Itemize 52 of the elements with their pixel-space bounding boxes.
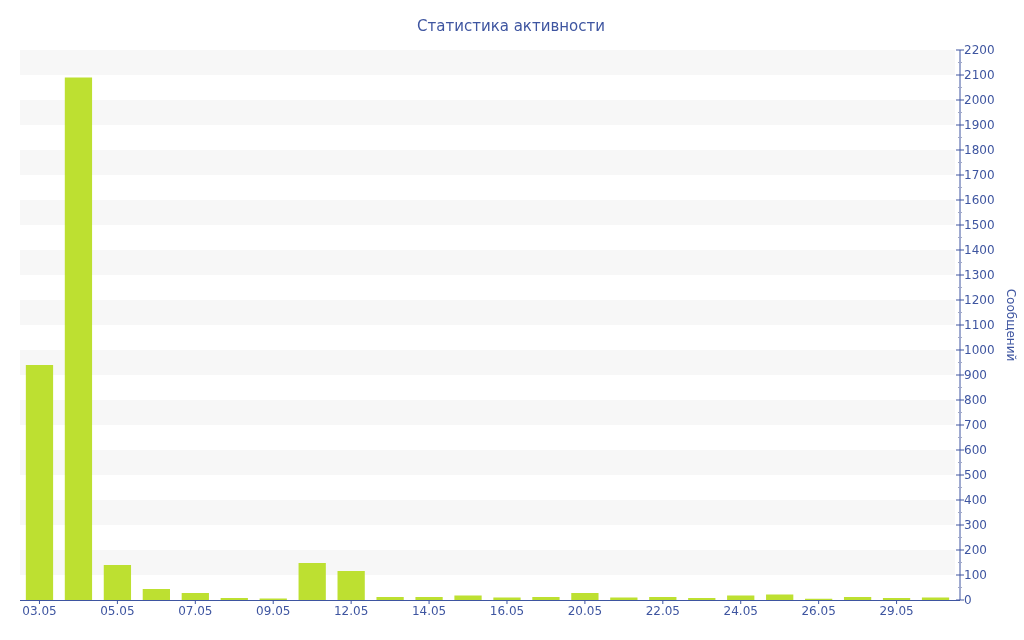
bar (532, 597, 560, 600)
bar (142, 589, 170, 600)
bar (181, 593, 209, 600)
x-tick-label: 07.05 (178, 604, 213, 618)
y-tick-label: 100 (964, 568, 987, 582)
y-tick-label: 1700 (964, 168, 995, 182)
y-tick-label: 1400 (964, 243, 995, 257)
bar (376, 597, 404, 600)
bar (649, 597, 677, 600)
y-tick-label: 1900 (964, 118, 995, 132)
x-tick-label: 26.05 (801, 604, 836, 618)
chart-title: Статистика активности (417, 17, 605, 35)
bar (571, 593, 599, 600)
x-tick-label: 12.05 (333, 604, 369, 618)
x-tick-label: 09.05 (256, 604, 291, 618)
y-tick-label: 300 (964, 518, 987, 532)
x-tick-label: 03.05 (22, 604, 57, 618)
y-tick-label: 1600 (964, 193, 995, 207)
y-tick-label: 1500 (964, 218, 995, 232)
y-tick-label: 2200 (964, 43, 995, 57)
y-tick-label: 2100 (964, 68, 995, 82)
bar (337, 571, 365, 600)
bar (298, 563, 326, 600)
y-tick-label: 1200 (964, 293, 995, 307)
y-tick-label: 400 (964, 493, 987, 507)
bar (843, 597, 872, 600)
y-tick-label: 1300 (964, 268, 995, 282)
x-tick-label: 05.05 (100, 604, 135, 618)
x-tick-label: 24.05 (723, 604, 758, 618)
y-tick-label: 1000 (964, 343, 995, 357)
x-tick-label: 22.05 (645, 604, 680, 618)
x-tick-label: 16.05 (489, 604, 525, 618)
bar (25, 365, 54, 600)
y-tick-label: 0 (964, 593, 972, 607)
x-tick-label: 20.05 (567, 604, 603, 618)
y-tick-label: 1800 (964, 143, 995, 157)
x-tick-label: 29.05 (879, 604, 914, 618)
y-tick-label: 900 (964, 368, 987, 382)
y-tick-label: 700 (964, 418, 987, 432)
bar (103, 565, 132, 600)
y-tick-label: 200 (964, 543, 987, 557)
y-tick-label: 600 (964, 443, 987, 457)
bar (454, 595, 482, 600)
bar (64, 77, 93, 600)
bar (766, 594, 794, 600)
bar (415, 597, 443, 600)
y-tick-label: 500 (964, 468, 987, 482)
y-axis-title: Сообщений (1004, 288, 1018, 362)
y-tick-label: 1100 (964, 318, 995, 332)
y-tick-label: 800 (964, 393, 987, 407)
y-tick-label: 2000 (964, 93, 995, 107)
x-tick-label: 14.05 (411, 604, 447, 618)
